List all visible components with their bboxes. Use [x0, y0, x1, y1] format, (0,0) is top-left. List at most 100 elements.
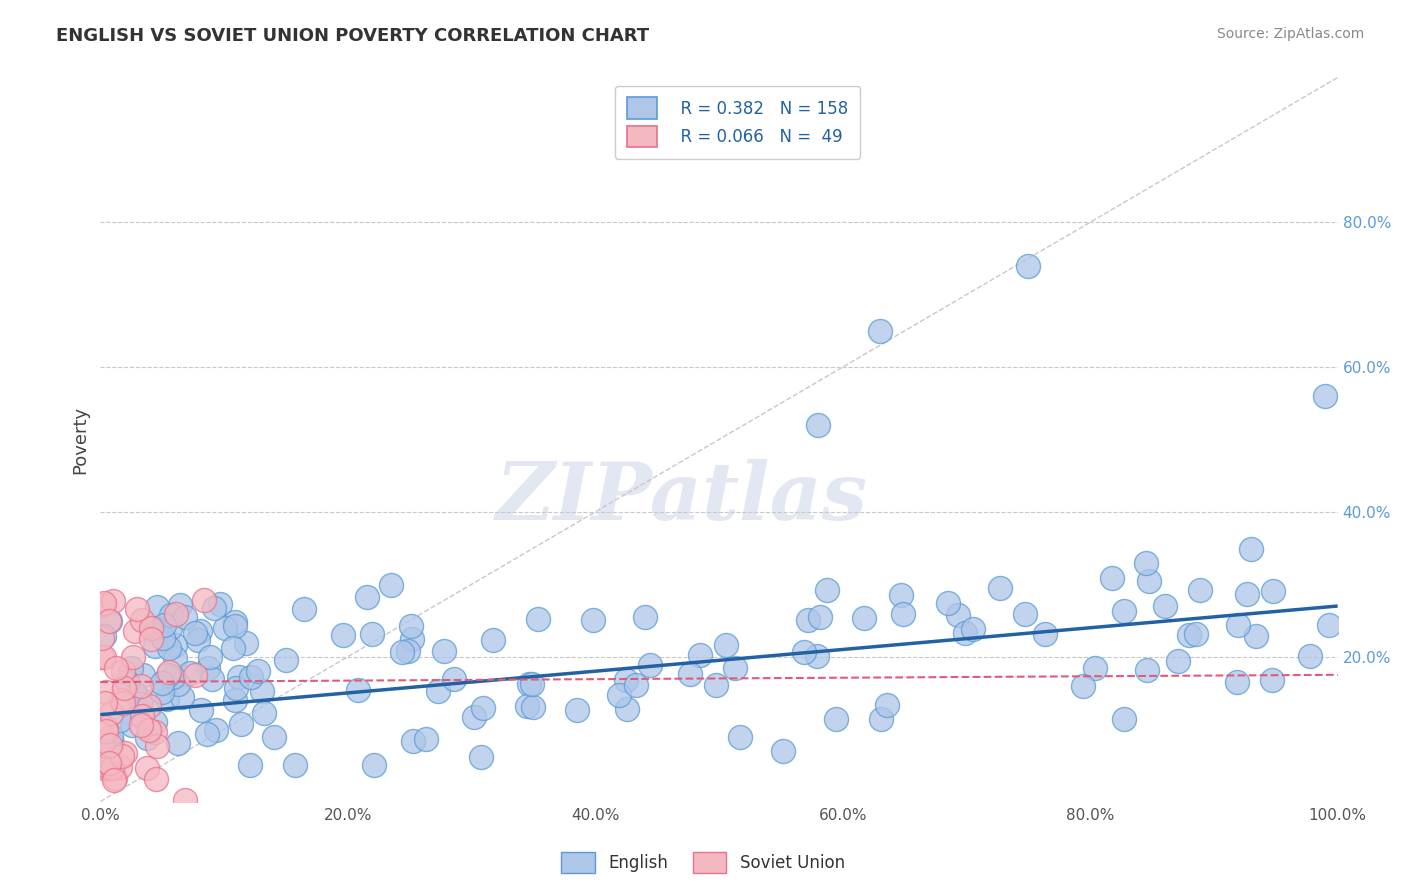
Point: [1260, 673, 1282, 687]
Point: [110, 749, 132, 764]
Point: [472, 700, 495, 714]
Point: [131, 613, 153, 627]
Point: [526, 611, 548, 625]
Point: [347, 683, 370, 698]
Point: [607, 689, 630, 703]
Point: [90, 650, 112, 665]
Point: [1225, 675, 1247, 690]
Point: [101, 761, 124, 775]
Point: [129, 691, 152, 706]
Point: [110, 693, 132, 707]
Point: [582, 613, 605, 627]
Text: ENGLISH VS SOVIET UNION POVERTY CORRELATION CHART: ENGLISH VS SOVIET UNION POVERTY CORRELAT…: [56, 27, 650, 45]
Point: [962, 622, 984, 636]
Point: [121, 717, 143, 731]
Point: [193, 593, 215, 607]
Point: [205, 723, 228, 738]
Point: [638, 658, 661, 673]
Point: [356, 590, 378, 604]
Point: [1317, 618, 1340, 632]
Point: [103, 594, 125, 608]
Point: [163, 650, 186, 665]
Point: [150, 675, 173, 690]
Point: [143, 639, 166, 653]
Point: [124, 624, 146, 639]
Point: [1299, 649, 1322, 664]
Point: [634, 610, 657, 624]
Point: [415, 731, 437, 746]
Point: [138, 699, 160, 714]
Point: [853, 611, 876, 625]
Point: [1167, 655, 1189, 669]
Point: [772, 744, 794, 758]
Point: [174, 793, 197, 807]
Point: [100, 706, 122, 720]
Point: [890, 588, 912, 602]
Point: [94, 722, 117, 736]
Point: [716, 638, 738, 652]
Point: [97, 615, 120, 629]
Point: [105, 661, 128, 675]
Point: [228, 669, 250, 683]
Point: [152, 631, 174, 645]
Point: [519, 676, 541, 690]
Point: [94, 696, 117, 710]
Point: [1135, 557, 1157, 571]
Point: [98, 614, 121, 628]
Text: ZIPatlas: ZIPatlas: [496, 458, 868, 536]
Point: [91, 598, 114, 612]
Y-axis label: Poverty: Poverty: [72, 406, 89, 474]
Point: [187, 632, 209, 647]
Point: [825, 713, 848, 727]
Point: [146, 599, 169, 614]
Point: [152, 617, 174, 632]
Point: [93, 629, 115, 643]
Point: [482, 633, 505, 648]
Point: [156, 667, 179, 681]
Point: [360, 627, 382, 641]
Point: [167, 735, 190, 749]
Point: [208, 597, 231, 611]
Point: [122, 649, 145, 664]
Point: [179, 666, 201, 681]
Point: [463, 710, 485, 724]
Point: [197, 661, 219, 675]
Point: [93, 761, 115, 775]
Point: [396, 643, 419, 657]
Point: [522, 699, 544, 714]
Point: [142, 621, 165, 635]
Point: [100, 729, 122, 743]
Point: [565, 703, 588, 717]
Point: [162, 670, 184, 684]
Point: [401, 632, 423, 646]
Point: [90, 738, 112, 752]
Point: [141, 621, 163, 635]
Point: [143, 715, 166, 730]
Point: [150, 685, 173, 699]
Point: [131, 697, 153, 711]
Text: Source: ZipAtlas.com: Source: ZipAtlas.com: [1216, 27, 1364, 41]
Point: [97, 760, 120, 774]
Point: [624, 678, 647, 692]
Point: [145, 624, 167, 638]
Point: [363, 758, 385, 772]
Point: [204, 600, 226, 615]
Point: [1189, 582, 1212, 597]
Point: [988, 581, 1011, 595]
Point: [225, 681, 247, 695]
Point: [131, 679, 153, 693]
Point: [235, 636, 257, 650]
Point: [224, 615, 246, 629]
Point: [143, 725, 166, 739]
Point: [808, 610, 831, 624]
Point: [1017, 259, 1039, 273]
Point: [793, 645, 815, 659]
Point: [195, 726, 218, 740]
Point: [380, 577, 402, 591]
Point: [614, 673, 637, 687]
Point: [112, 681, 135, 696]
Point: [97, 756, 120, 770]
Point: [427, 684, 450, 698]
Point: [332, 628, 354, 642]
Point: [138, 723, 160, 738]
